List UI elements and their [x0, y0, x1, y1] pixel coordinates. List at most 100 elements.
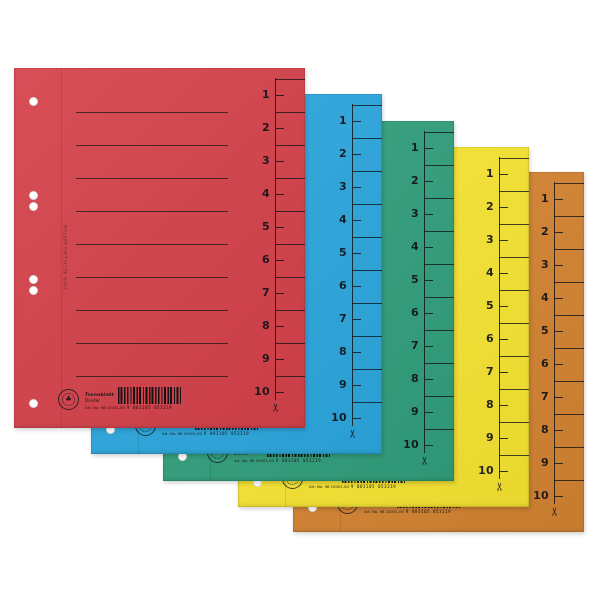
tab-cut-line — [554, 479, 584, 481]
barcode-digits: 9 003105 053219 — [275, 457, 322, 463]
tab-cut-line — [275, 243, 305, 245]
tab-tick-mark — [276, 260, 284, 262]
tab-number-5: 5 — [541, 324, 549, 337]
tab-number-10: 10 — [478, 464, 494, 477]
tab-number-9: 9 — [262, 352, 270, 365]
tab-cut-line — [352, 137, 382, 139]
tab-tick-mark — [500, 306, 508, 308]
tab-tick-mark — [276, 326, 284, 328]
tab-cut-line — [499, 322, 529, 324]
article-number: Art. No. 98 10001-00 — [234, 457, 274, 463]
tab-tick-mark — [276, 293, 284, 295]
tab-tick-mark — [500, 405, 508, 407]
tab-number-6: 6 — [339, 279, 347, 292]
tab-scale-line — [352, 104, 354, 426]
tab-tick-mark — [555, 265, 563, 267]
tab-tick-mark — [500, 471, 508, 473]
writing-line — [76, 243, 228, 245]
writing-line — [76, 309, 228, 311]
tab-tick-mark — [500, 438, 508, 440]
tab-tick-mark — [276, 194, 284, 196]
tab-number-7: 7 — [411, 339, 419, 352]
tab-cut-line — [424, 131, 454, 133]
tab-cut-line — [499, 289, 529, 291]
tab-tick-mark — [353, 385, 361, 387]
tab-scale-line — [499, 157, 501, 479]
tab-cut-line — [275, 276, 305, 278]
tab-cut-line — [275, 309, 305, 311]
tab-cut-line — [424, 197, 454, 199]
product-name-de: Trennblatt — [85, 393, 114, 398]
tab-number-3: 3 — [262, 154, 270, 167]
tab-tick-mark — [555, 331, 563, 333]
article-number: Art. No. 98 10001-00 — [309, 483, 349, 489]
tab-number-1: 1 — [541, 192, 549, 205]
tab-tick-mark — [425, 247, 433, 249]
tab-number-6: 6 — [541, 357, 549, 370]
tab-tick-mark — [353, 187, 361, 189]
tab-cut-line — [424, 428, 454, 430]
tab-tick-mark — [276, 95, 284, 97]
barcode: 9 003105 053219 — [118, 387, 181, 410]
tab-number-2: 2 — [486, 200, 494, 213]
tab-tick-mark — [500, 372, 508, 374]
tab-tick-mark — [425, 148, 433, 150]
tab-cut-line — [352, 401, 382, 403]
tab-tick-mark — [425, 445, 433, 447]
tab-number-2: 2 — [541, 225, 549, 238]
tab-cut-line — [424, 164, 454, 166]
tab-number-10: 10 — [331, 411, 347, 424]
tab-tick-mark — [500, 174, 508, 176]
tab-tick-mark — [425, 214, 433, 216]
tab-number-3: 3 — [486, 233, 494, 246]
tab-tick-mark — [276, 161, 284, 163]
tab-number-3: 3 — [339, 180, 347, 193]
tab-tick-mark — [555, 430, 563, 432]
writing-line — [76, 375, 228, 377]
tab-scale-line — [424, 131, 426, 453]
tab-number-5: 5 — [486, 299, 494, 312]
tab-tick-mark — [555, 298, 563, 300]
tab-cut-line — [352, 203, 382, 205]
punch-hole — [28, 201, 38, 211]
tab-tick-mark — [425, 181, 433, 183]
tab-cut-line — [275, 210, 305, 212]
punch-hole — [105, 424, 115, 434]
tab-cut-line — [424, 230, 454, 232]
punch-hole — [28, 190, 38, 200]
tab-number-1: 1 — [339, 114, 347, 127]
tab-tick-mark — [353, 220, 361, 222]
tab-cut-line — [499, 256, 529, 258]
divider-sheet-red: 100% RECYCLING KARTON ✂ 1 2 3 4 5 6 7 8 9 10 ♣ Tr… — [14, 68, 305, 428]
barcode-digits: 9 003105 053219 — [203, 430, 250, 436]
tab-number-8: 8 — [411, 372, 419, 385]
tab-cut-line — [554, 314, 584, 316]
tab-number-10: 10 — [254, 385, 270, 398]
tab-number-2: 2 — [411, 174, 419, 187]
punch-hole — [28, 398, 38, 408]
tab-tick-mark — [353, 121, 361, 123]
tab-number-1: 1 — [411, 141, 419, 154]
tab-cut-line — [275, 111, 305, 113]
eco-seal-logo: ♣ — [58, 389, 79, 410]
tab-cut-line — [352, 170, 382, 172]
tab-cut-line — [424, 296, 454, 298]
tab-tick-mark — [353, 319, 361, 321]
tab-tick-mark — [555, 463, 563, 465]
tab-cut-line — [352, 269, 382, 271]
tab-scale-line — [275, 78, 277, 400]
tab-tick-mark — [555, 397, 563, 399]
writing-line — [76, 276, 228, 278]
tab-tick-mark — [353, 286, 361, 288]
barcode-digits: 9 003105 053219 — [405, 508, 452, 514]
tab-cut-line — [554, 215, 584, 217]
tab-cut-line — [554, 413, 584, 415]
tab-number-6: 6 — [411, 306, 419, 319]
punch-hole — [28, 96, 38, 106]
tab-cut-line — [499, 190, 529, 192]
tab-tick-mark — [425, 379, 433, 381]
punch-hole — [177, 451, 187, 461]
tab-number-4: 4 — [339, 213, 347, 226]
scissors-icon: ✂ — [269, 402, 282, 413]
